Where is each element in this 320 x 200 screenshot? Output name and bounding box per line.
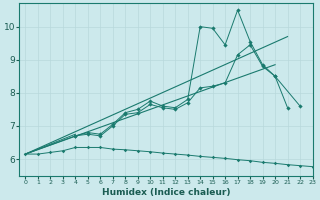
X-axis label: Humidex (Indice chaleur): Humidex (Indice chaleur) xyxy=(101,188,230,197)
